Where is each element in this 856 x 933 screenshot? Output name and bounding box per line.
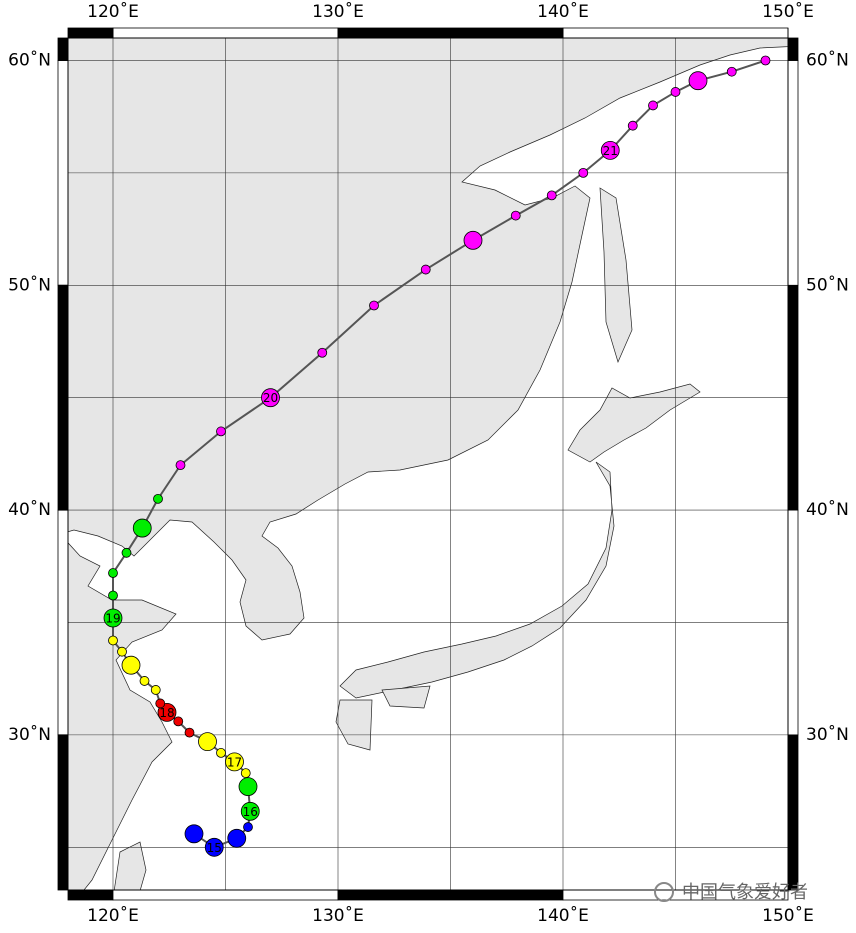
lat-tick-label: 30˚N — [806, 724, 849, 745]
sakhalin — [599, 187, 633, 364]
track-point — [216, 747, 226, 758]
lon-tick-label: 150˚E — [762, 905, 814, 926]
track-point — [261, 388, 280, 408]
track-point — [240, 768, 251, 779]
frame-bar — [112, 889, 339, 901]
lat-tick-label: 40˚N — [806, 499, 849, 520]
track-point — [108, 590, 118, 601]
track-label: 19 — [105, 611, 120, 625]
mainland — [68, 38, 788, 890]
frame-bar — [787, 60, 799, 286]
frame-bar — [112, 27, 339, 39]
track-point — [510, 210, 521, 221]
track-point — [420, 264, 431, 275]
lat-tick-label: 50˚N — [806, 274, 849, 295]
shikoku — [381, 685, 431, 709]
frame-bar — [57, 509, 69, 736]
lat-tick-label: 50˚N — [8, 274, 51, 295]
frame-bar — [57, 284, 69, 511]
frame-bar — [67, 889, 114, 901]
track-point — [204, 837, 224, 857]
track-point — [108, 635, 118, 646]
track-point — [227, 828, 247, 848]
honshu — [339, 461, 615, 699]
lat-tick-label: 30˚N — [8, 724, 51, 745]
track-point — [184, 727, 195, 738]
track-point — [240, 801, 260, 821]
track-point — [760, 55, 771, 66]
lat-tick-label: 60˚N — [806, 49, 849, 70]
track-point — [216, 426, 226, 437]
frame-bar — [337, 27, 564, 39]
track-label: 15 — [207, 841, 222, 855]
track-point — [121, 547, 132, 558]
lon-tick-label: 130˚E — [312, 1, 364, 22]
track-point — [150, 685, 161, 695]
track-point — [463, 230, 483, 250]
track-point — [108, 568, 118, 578]
track-point — [225, 752, 244, 772]
kyushu — [335, 699, 373, 751]
hokkaido — [567, 383, 701, 463]
track-point — [243, 822, 253, 832]
frame-bar — [337, 889, 564, 901]
track-point — [175, 460, 186, 471]
track-point — [238, 777, 258, 796]
track-label: 21 — [603, 144, 618, 158]
lon-tick-label: 140˚E — [537, 905, 589, 926]
lat-tick-label: 60˚N — [8, 49, 51, 70]
track-label: 18 — [159, 706, 174, 720]
track-point — [173, 716, 184, 727]
watermark: 中国气象爱好者 — [654, 882, 808, 903]
track: 15 16 17 18 19 20 21 — [103, 55, 771, 857]
lon-tick-label: 140˚E — [537, 1, 589, 22]
track-point — [369, 300, 379, 311]
frame-bar — [787, 37, 799, 61]
track-label: 20 — [263, 391, 278, 405]
track-point — [546, 190, 557, 201]
track-label: 17 — [227, 755, 242, 769]
frame-bar — [787, 734, 799, 891]
track-point — [132, 518, 152, 538]
lon-tick-label: 130˚E — [312, 905, 364, 926]
track-point — [670, 87, 681, 97]
frame-bar — [57, 37, 69, 61]
track-point — [103, 608, 123, 628]
track-point — [184, 824, 204, 844]
track-point — [153, 493, 163, 504]
land — [68, 38, 788, 890]
taiwan — [113, 841, 147, 890]
track-label: 16 — [243, 805, 258, 819]
watermark-icon — [654, 882, 674, 902]
track-point — [726, 66, 737, 77]
track-point — [578, 167, 589, 178]
lon-tick-label: 120˚E — [87, 1, 139, 22]
frame-bar — [787, 284, 799, 511]
watermark-text: 中国气象爱好者 — [682, 882, 808, 903]
track-point — [688, 71, 708, 91]
track-point — [121, 655, 141, 675]
lat-tick-label: 40˚N — [8, 499, 51, 520]
frame-bar — [57, 734, 69, 891]
track-point — [198, 732, 217, 752]
track-point — [600, 141, 620, 160]
frame-bar — [67, 27, 114, 39]
lon-tick-label: 150˚E — [762, 1, 814, 22]
track-point — [627, 120, 638, 131]
track-point — [648, 100, 658, 111]
frame: 120˚E 120˚E 130˚E 130˚E 140˚E 140˚E 150˚E 150˚E… — [8, 1, 849, 926]
lon-tick-label: 120˚E — [87, 905, 139, 926]
frame-bar — [562, 27, 789, 39]
track-point — [155, 698, 166, 709]
frame-bar — [787, 509, 799, 736]
track-point — [317, 347, 328, 358]
frame-border — [67, 37, 789, 891]
frame-bar — [57, 60, 69, 286]
track-point — [139, 676, 150, 686]
track-point — [117, 646, 127, 657]
track-point — [157, 703, 177, 722]
